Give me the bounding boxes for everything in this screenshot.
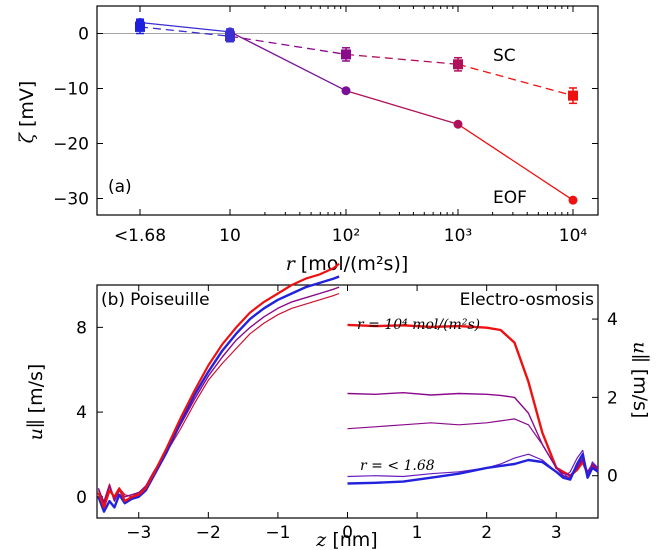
svg-text:u∥[m/s]: u∥ [m/s] [629,342,651,419]
x-tick-label-a: 10² [332,226,360,246]
series-label-sc: SC [493,46,516,66]
y-tick-label-right-b: 4 [607,310,618,330]
series-line-eof [139,21,231,33]
series-line-sc [457,63,574,97]
x-axis-symbol-a: r [286,253,297,275]
x-axis-symbol-b: z [315,529,327,550]
data-point-sc [453,59,463,70]
annotation-top: r = 10⁴ mol/(m²s) [357,317,480,333]
velocity-panel: 0 4 8 0 2 4 −3 −2 −1 0 1 2 3 (b) Poiseuille Electro… [25,262,651,550]
x-tick-label-a: 10⁴ [559,226,588,246]
poiseuille-curve [97,292,340,502]
x-tick-label-b: 0 [342,523,353,543]
data-point-eof [568,195,578,205]
y-axis-label-left-b: u∥ [m/s] [25,364,47,441]
x-tick-label-b: 3 [551,523,562,543]
x-tick-label-b: −1 [265,523,290,543]
electro-osmosis-curve [347,323,599,477]
y-axis-label-a: ζ [mV] [16,81,38,144]
x-tick-label-a: <1.68 [114,226,166,246]
series-line-sc [139,26,231,37]
y-axis-symbol-a: ζ [16,131,38,143]
y-tick-label-right-b: 2 [607,388,618,408]
y-axis-symbol-right-b: u∥ [629,342,651,363]
y-axis-units-right-b: [m/s] [629,369,651,419]
series-line-eof [229,31,347,92]
y-tick-label-a: −30 [53,190,89,210]
data-point-eof [341,86,351,96]
data-point-sc [568,90,578,101]
y-axis-units-left-b: [m/s] [25,364,47,414]
y-axis-units-a: [mV] [16,81,38,127]
poiseuille-curve [97,262,340,509]
series-line-eof [457,123,574,201]
y-tick-label-left-b: 4 [76,403,87,423]
y-tick-label-a: 0 [78,25,89,45]
x-tick-label-a: 10 [219,226,241,246]
y-tick-label-right-b: 0 [607,467,618,487]
data-point-sc [341,49,351,60]
y-axis-label-right-b: u∥ [m/s] [629,342,651,419]
x-axis-units-b: [nm] [332,529,377,550]
y-tick-label-a: −10 [53,80,89,100]
data-point-eof [225,27,235,37]
x-tick-label-a: 10³ [444,226,472,246]
svg-text:u∥[m/s]: u∥ [m/s] [25,364,47,441]
x-axis-label-b: z [nm] [315,529,377,550]
series-line-sc [229,35,347,56]
poiseuille-curve [97,286,340,504]
panel-a-frame [96,5,599,216]
x-axis-label-a: r [mol/(m²s)] [286,253,409,275]
x-tick-label-b: −3 [126,523,151,543]
series-line-sc [345,53,459,65]
electro-osmosis-title: Electro-osmosis [460,290,595,310]
y-tick-label-left-b: 8 [76,318,87,338]
y-tick-label-a: −20 [53,135,89,155]
electro-osmosis-curve [347,453,599,485]
data-point-eof [135,18,145,27]
series-line-eof [345,90,459,125]
x-axis-units-a: [mol/(m²s)] [301,253,409,275]
x-tick-label-b: 1 [412,523,423,543]
x-tick-label-b: 2 [481,523,492,543]
svg-text:ζ[mV]: ζ [mV] [16,81,38,144]
panel-b-label: (b) Poiseuille [101,290,210,310]
y-axis-symbol-left-b: u∥ [25,419,47,440]
zeta-panel: 0 −10 −20 −30 <1.68 10 10² 10³ 10⁴ (a) SC EOF ζ… [16,5,599,275]
x-tick-label-b: −2 [196,523,221,543]
poiseuille-title: Poiseuille [130,290,210,310]
data-point-eof [453,119,463,129]
panel-a-label: (a) [108,177,132,197]
y-tick-label-left-b: 0 [76,488,87,508]
panel-b-tag: (b) [101,290,125,310]
annotation-bottom: r = < 1.68 [360,458,435,474]
poiseuille-curve [97,275,340,513]
series-label-eof: EOF [493,188,527,208]
